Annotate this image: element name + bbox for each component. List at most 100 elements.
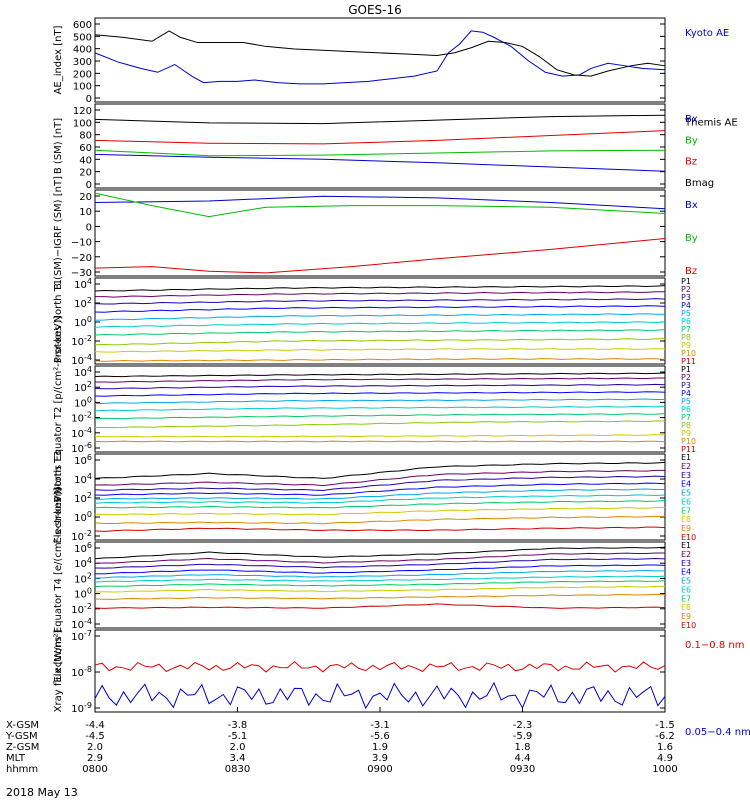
- y-tick-label: 300: [73, 57, 92, 68]
- y-tick-label: 106: [74, 541, 92, 555]
- y-tick-label: 10-4: [71, 426, 92, 440]
- x-tick-label: 1.8: [515, 742, 531, 753]
- legend-entry: P11: [681, 357, 696, 366]
- legend-entry: E5: [681, 489, 691, 498]
- x-tick-label: -4.4: [85, 720, 105, 731]
- y-tick-label: 10-2: [71, 411, 92, 425]
- legend-entry: E8: [681, 603, 691, 612]
- series-line-P4: [94, 305, 666, 313]
- x-tick-label: 0830: [225, 764, 250, 775]
- series-line-E6: [94, 494, 666, 504]
- y-tick-label: 0: [86, 222, 92, 233]
- legend-entry: P4: [681, 389, 691, 398]
- y-tick-label: −30: [71, 268, 92, 279]
- x-tick-label: 3.4: [230, 753, 246, 764]
- legend-entry: P2: [681, 285, 691, 294]
- series-line-E3: [94, 475, 666, 492]
- legend-entry: P6: [681, 317, 691, 326]
- series-line-P1: [94, 285, 666, 292]
- legend-entry: E2: [681, 462, 691, 471]
- legend-entry: P8: [681, 333, 691, 342]
- series-line-P7: [94, 329, 666, 336]
- x-tick-label: -5.1: [228, 731, 248, 742]
- y-tick-label: 500: [73, 32, 92, 43]
- y-tick-label: 100: [74, 587, 92, 601]
- legend-entry: E5: [681, 577, 691, 586]
- series-line-E1: [94, 461, 666, 479]
- series-line-Bz: [94, 237, 666, 274]
- x-tick-label: -6.2: [655, 731, 675, 742]
- y-tick-label: 104: [74, 472, 92, 486]
- y-tick-label: −20: [71, 253, 92, 264]
- y-tick-label: 0: [86, 94, 92, 105]
- x-tick-label: 0800: [82, 764, 107, 775]
- series-line-E4: [94, 564, 666, 575]
- series-line-P1: [94, 372, 666, 378]
- series-line-E2: [94, 552, 666, 564]
- x-tick-label: 4.4: [515, 753, 531, 764]
- y-axis-label: Electrons Equator T4 [e/(cm²-s-sr-keV)]: [53, 487, 64, 682]
- panel-frame: [94, 189, 666, 277]
- panel-3: 20 10 0 −10 −20 −30 B (SM)−IGRF (SM) [nT] Bx By B…: [53, 176, 698, 290]
- x-row-label: hhmm: [6, 764, 38, 775]
- legend-entry: P9: [681, 341, 691, 350]
- series-line-By: [94, 149, 666, 157]
- y-tick-label: 10-2: [71, 334, 92, 348]
- x-tick-label: -5.6: [370, 731, 390, 742]
- legend-entry: E3: [681, 559, 691, 568]
- series-line-P3: [94, 383, 666, 390]
- y-tick-label: 100: [74, 315, 92, 329]
- x-tick-label: -1.5: [655, 720, 675, 731]
- x-row-label: Y-GSM: [5, 731, 38, 742]
- y-tick-label: 104: [74, 277, 92, 291]
- legend-entry: Bz: [685, 266, 697, 277]
- series-line-P9: [94, 434, 666, 438]
- y-tick-label: 400: [73, 45, 92, 56]
- y-axis-label: Protons North T1: [53, 279, 64, 363]
- legend-entry: P5: [681, 309, 691, 318]
- legend-entry: Bx: [685, 114, 698, 125]
- legend-entry: E10: [681, 533, 696, 542]
- legend-entry: 0.05−0.4 nm: [685, 727, 750, 738]
- series-line-E8: [94, 585, 666, 593]
- panel-frame: [94, 365, 666, 453]
- y-axis-label: Electrons North T3: [53, 450, 64, 543]
- y-tick-label: 102: [74, 571, 92, 585]
- legend-entry: P2: [681, 373, 691, 382]
- y-axis-label: Protons Equator T2 [p/(cm²-s-sr-keV)]: [53, 316, 64, 503]
- y-tick-label: 60: [79, 143, 92, 154]
- y-tick-label: 10-8: [71, 665, 92, 679]
- y-tick-label: 102: [74, 296, 92, 310]
- y-tick-label: 10-9: [71, 701, 92, 715]
- series-line-E10: [94, 526, 666, 532]
- y-tick-label: −10: [71, 238, 92, 249]
- series-line-E10: [94, 603, 666, 609]
- legend-entry: Bmag: [685, 178, 714, 189]
- legend-entry: Kyoto AE: [685, 28, 729, 39]
- series-line-P3: [94, 298, 666, 305]
- y-tick-label: 20: [79, 192, 92, 203]
- series-line-E2: [94, 469, 666, 487]
- series-line-P10: [94, 358, 666, 362]
- y-tick-label: 200: [73, 69, 92, 80]
- legend-entry: E4: [681, 568, 691, 577]
- x-tick-label: 3.9: [372, 753, 388, 764]
- panel-frame: [94, 453, 666, 541]
- x-axis-table: -4.4-4.52.02.90800-3.8-5.12.03.40830-3.1…: [5, 707, 678, 775]
- series-line-P2: [94, 291, 666, 298]
- x-tick-label: 1.9: [372, 742, 388, 753]
- series-line-0.05−0.4 nm: [94, 681, 666, 710]
- legend-entry: By: [685, 233, 698, 244]
- y-tick-label: 100: [73, 118, 92, 129]
- x-tick-label: 1000: [652, 764, 677, 775]
- y-tick-label: 102: [74, 491, 92, 505]
- series-line-0.1−0.8 nm: [94, 660, 666, 673]
- y-tick-label: 120: [73, 106, 92, 117]
- legend-entry: E2: [681, 550, 691, 559]
- series-line-E4: [94, 482, 666, 496]
- y-tick-label: 10-2: [71, 602, 92, 616]
- y-tick-label: 0: [86, 180, 92, 191]
